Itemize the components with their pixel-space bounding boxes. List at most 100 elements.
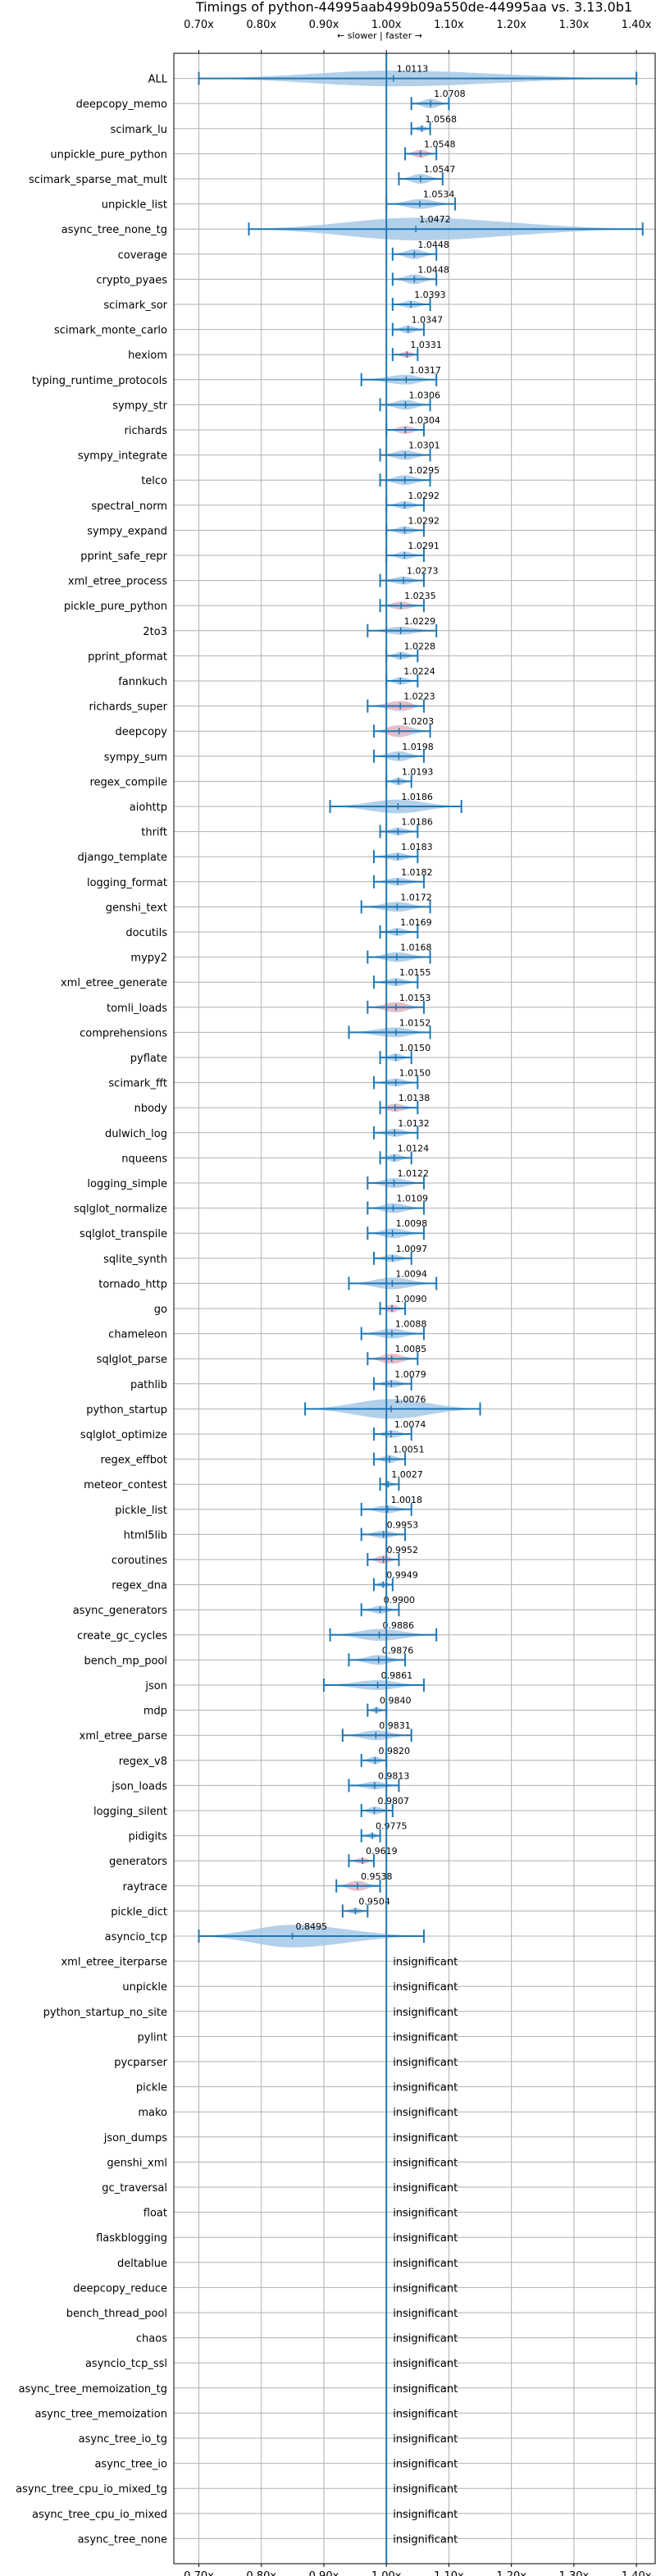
bottom-tick-label: 0.90x bbox=[309, 2570, 339, 2576]
violin-row: 1.0472 bbox=[248, 214, 644, 240]
violin-row: 1.0306 bbox=[379, 390, 441, 412]
violin-row: 1.0273 bbox=[379, 566, 439, 587]
violin-row: 1.0018 bbox=[360, 1495, 422, 1516]
value-label: 1.0331 bbox=[410, 340, 442, 350]
value-label: 1.0090 bbox=[395, 1294, 427, 1304]
value-label: 1.0228 bbox=[404, 641, 436, 651]
violin-row: 0.9876 bbox=[348, 1645, 413, 1667]
benchmark-name: pylint bbox=[137, 2031, 167, 2044]
benchmark-name: mdp bbox=[144, 1706, 167, 1718]
value-label: 0.9538 bbox=[361, 1871, 393, 1882]
value-label: 1.0150 bbox=[399, 1068, 431, 1079]
violin-row: 1.0169 bbox=[379, 917, 432, 939]
benchmark-name: logging_simple bbox=[87, 1178, 167, 1190]
insignificant-label: insignificant bbox=[393, 2308, 458, 2320]
value-label: 1.0306 bbox=[409, 390, 441, 400]
violin-row: 1.0122 bbox=[367, 1168, 429, 1190]
benchmark-name: unpickle_list bbox=[102, 199, 167, 212]
plot-frame bbox=[173, 53, 656, 2565]
value-label: 1.0347 bbox=[412, 315, 444, 326]
benchmark-name: unpickle bbox=[122, 1981, 167, 1994]
violin-row: 1.0168 bbox=[367, 943, 432, 964]
benchmark-name: hexiom bbox=[128, 349, 167, 362]
benchmark-name: sympy_sum bbox=[104, 751, 167, 764]
insignificant-label: insignificant bbox=[393, 2433, 458, 2446]
benchmark-name: sqlglot_normalize bbox=[74, 1204, 167, 1216]
benchmark-name: async_tree_cpu_io_mixed_tg bbox=[16, 2483, 167, 2496]
value-label: 1.0169 bbox=[400, 917, 432, 928]
violin-row: 1.0203 bbox=[372, 716, 435, 738]
benchmark-name: async_tree_none_tg bbox=[61, 224, 167, 236]
violin-row: 1.0301 bbox=[379, 441, 440, 462]
insignificant-label: insignificant bbox=[393, 2408, 458, 2420]
benchmark-name: sympy_str bbox=[112, 400, 167, 412]
benchmark-name: scimark_sparse_mat_mult bbox=[29, 174, 167, 186]
violin-row: 1.0132 bbox=[372, 1118, 430, 1140]
value-label: 1.0292 bbox=[408, 515, 440, 526]
insignificant-label: insignificant bbox=[393, 2208, 458, 2220]
violin-row: 0.9949 bbox=[372, 1570, 418, 1592]
benchmark-name: regex_compile bbox=[89, 776, 167, 788]
direction-label: ← slower | faster → bbox=[337, 30, 422, 41]
violin-row: 0.9953 bbox=[360, 1519, 418, 1541]
value-label: 0.9820 bbox=[378, 1746, 410, 1756]
violin-row: 0.9504 bbox=[341, 1896, 390, 1918]
violin-row: 1.0568 bbox=[410, 114, 457, 135]
benchmark-name: deepcopy_memo bbox=[76, 98, 167, 111]
benchmark-name: json_dumps bbox=[103, 2132, 167, 2144]
violin-row: 1.0448 bbox=[391, 240, 449, 261]
benchmark-name: xml_etree_iterparse bbox=[61, 1957, 167, 1969]
violin-row: 1.0292 bbox=[385, 515, 440, 537]
value-label: 1.0448 bbox=[417, 240, 449, 250]
benchmark-name: coverage bbox=[118, 249, 167, 262]
violin-row: 0.9952 bbox=[367, 1545, 418, 1566]
violin-row: 0.9619 bbox=[348, 1846, 398, 1868]
value-label: 1.0183 bbox=[401, 842, 433, 852]
violin-row: 1.0317 bbox=[360, 365, 441, 386]
benchmark-name: scimark_lu bbox=[111, 124, 167, 136]
benchmark-name: xml_etree_generate bbox=[61, 977, 167, 989]
violin-row: 1.0155 bbox=[372, 967, 431, 989]
violin-row: 1.0172 bbox=[360, 892, 432, 914]
benchmark-name: chameleon bbox=[108, 1329, 167, 1341]
benchmark-name: generators bbox=[109, 1856, 167, 1868]
value-label: 1.0122 bbox=[397, 1168, 429, 1179]
chart-title: Timings of python-44995aab499b09a550de-4… bbox=[195, 0, 632, 15]
value-label: 1.0708 bbox=[434, 89, 466, 99]
violin-row: 1.0153 bbox=[367, 993, 430, 1014]
insignificant-label: insignificant bbox=[393, 2459, 458, 2471]
benchmark-name: deepcopy bbox=[115, 726, 167, 738]
value-label: 1.0098 bbox=[396, 1218, 428, 1229]
benchmark-name: django_template bbox=[78, 852, 167, 864]
bottom-tick-label: 0.80x bbox=[246, 2570, 276, 2576]
benchmark-name: bench_mp_pool bbox=[84, 1655, 167, 1667]
benchmark-name: asyncio_tcp_ssl bbox=[85, 2358, 167, 2370]
violin-row: 0.9538 bbox=[335, 1871, 393, 1893]
value-label: 1.0097 bbox=[396, 1244, 428, 1254]
value-label: 1.0074 bbox=[394, 1419, 426, 1430]
value-label: 0.9840 bbox=[380, 1696, 412, 1706]
benchmark-name: tornado_http bbox=[98, 1278, 167, 1290]
benchmark-name: thrift bbox=[141, 827, 167, 839]
value-label: 1.0085 bbox=[395, 1344, 427, 1354]
benchmark-name: meteor_contest bbox=[84, 1479, 167, 1491]
violin-row: 1.0088 bbox=[360, 1319, 426, 1341]
top-tick-label: 0.90x bbox=[309, 19, 339, 31]
benchmark-name: pickle_list bbox=[115, 1505, 167, 1517]
benchmark-name: coroutines bbox=[112, 1555, 167, 1567]
violin-row: 1.0051 bbox=[372, 1445, 425, 1466]
violin-row: 1.0113 bbox=[198, 64, 638, 87]
value-label: 1.0472 bbox=[419, 214, 450, 225]
value-label: 0.9949 bbox=[386, 1570, 418, 1581]
benchmark-name: gc_traversal bbox=[102, 2182, 167, 2195]
violin-row: 1.0150 bbox=[372, 1068, 431, 1089]
benchmark-name: richards_super bbox=[89, 701, 167, 714]
value-label: 1.0155 bbox=[399, 967, 431, 978]
benchmark-name: pyflate bbox=[130, 1053, 167, 1065]
benchmark-name: pathlib bbox=[130, 1379, 167, 1391]
benchmark-name: sympy_integrate bbox=[78, 450, 167, 463]
value-label: 1.0203 bbox=[403, 716, 435, 727]
benchmark-name: xml_etree_process bbox=[68, 576, 167, 588]
value-label: 1.0198 bbox=[402, 742, 433, 752]
